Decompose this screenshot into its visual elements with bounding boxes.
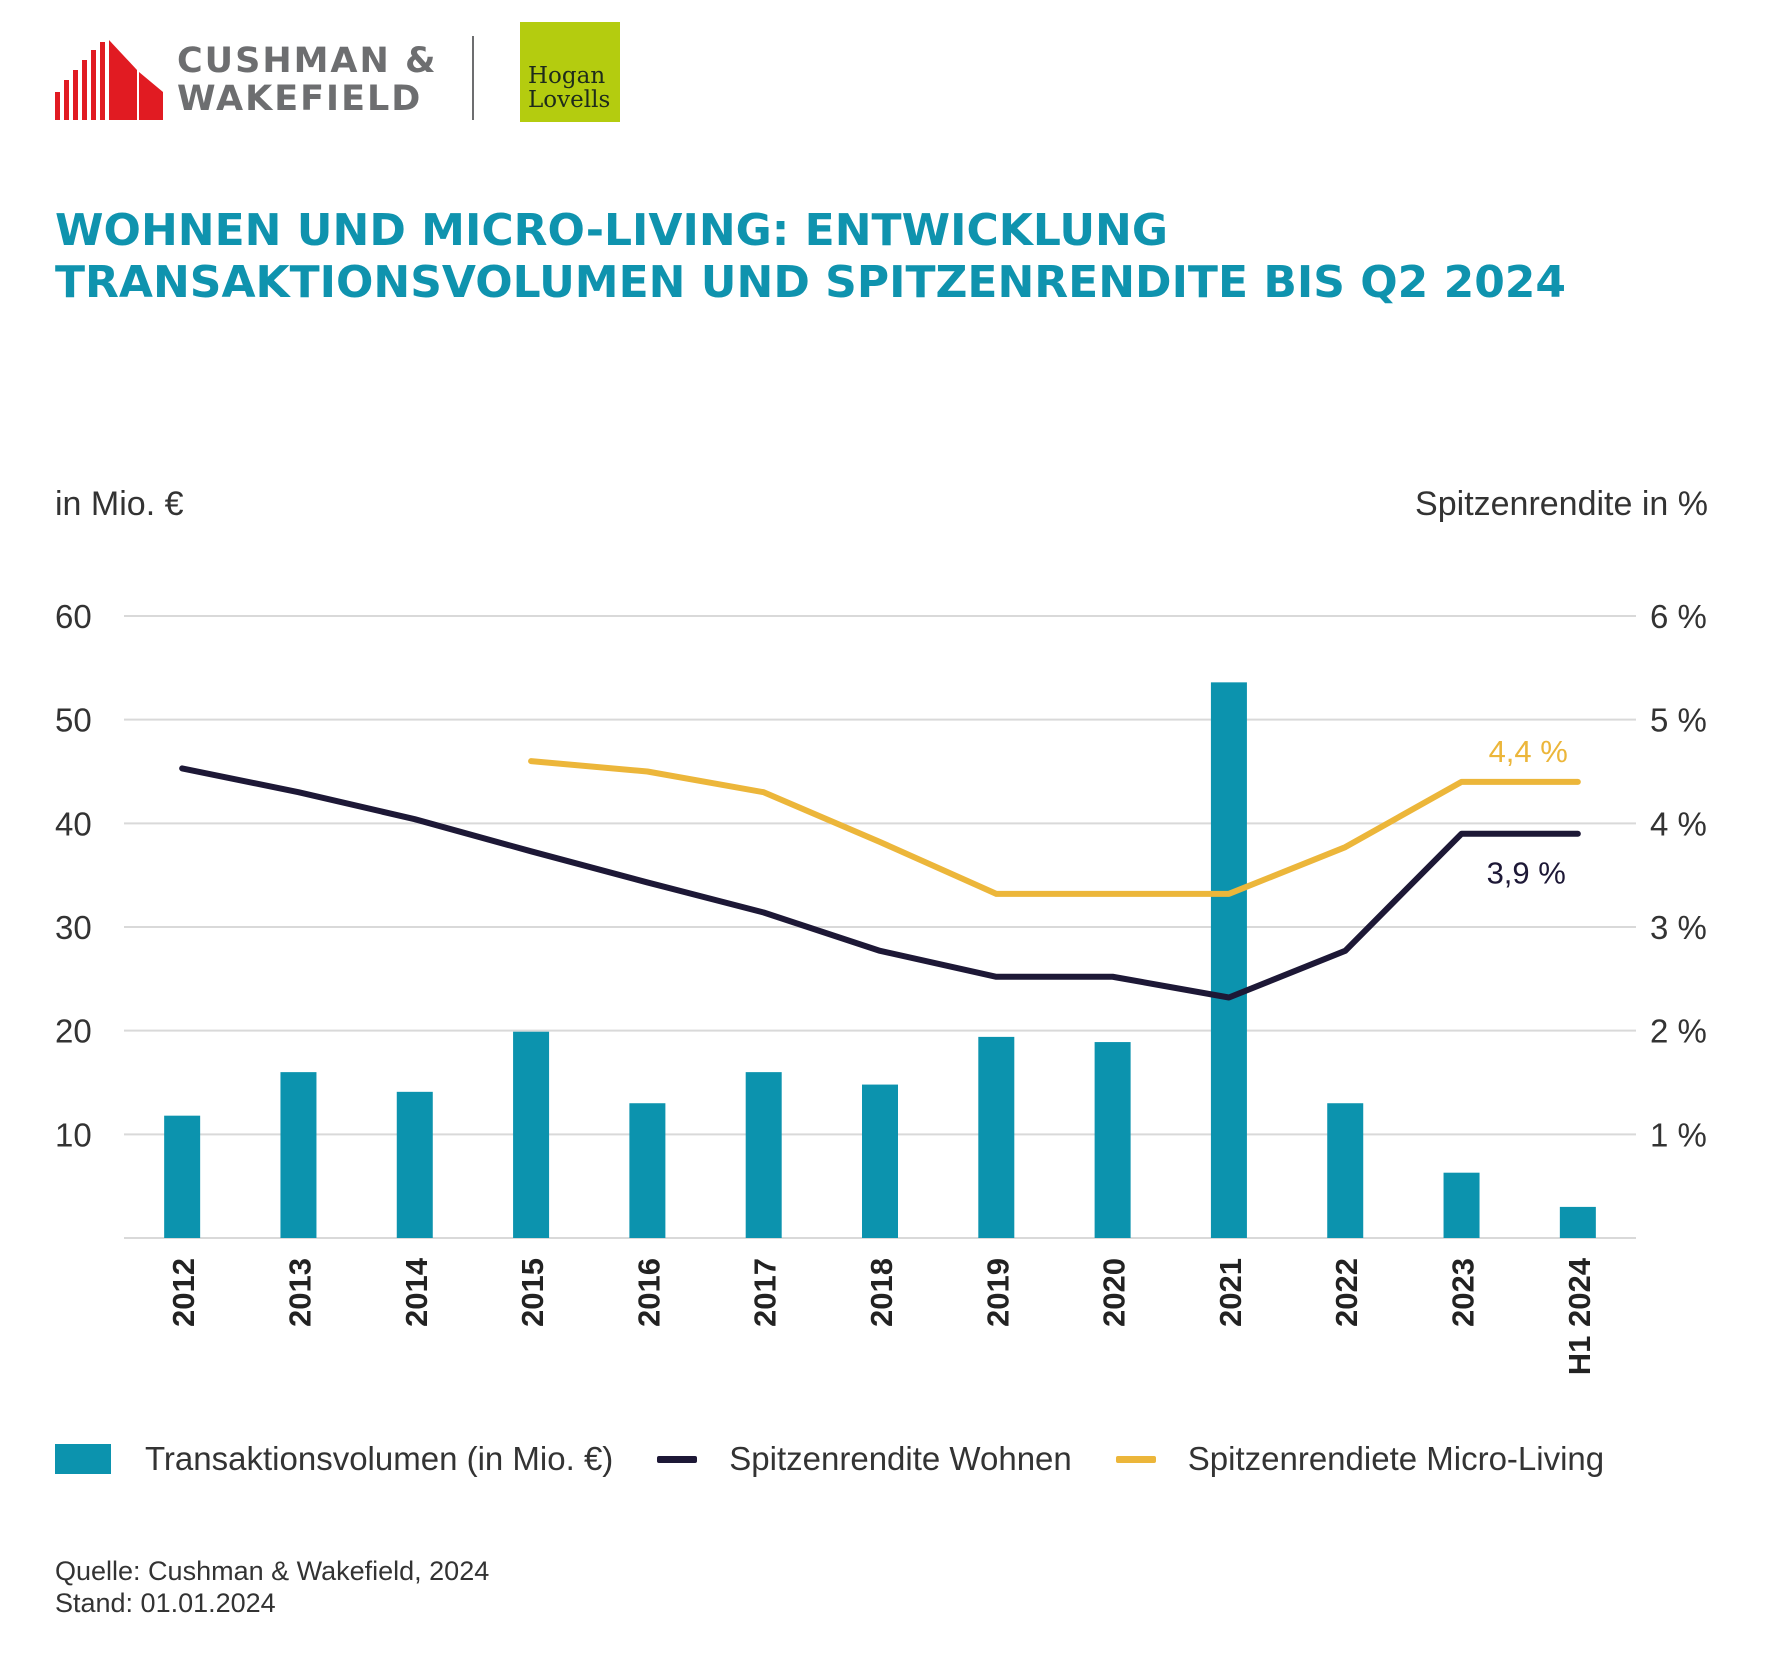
cushman-logo-line2: WAKEFIELD [177,79,423,119]
bar [1210,682,1247,1238]
source-line: Quelle: Cushman & Wakefield, 2024 [55,1556,490,1586]
y-tick-left: 50 [55,702,92,739]
y-tick-right: 2 % [1650,1013,1707,1050]
bar [1094,1042,1131,1238]
y-tick-right: 3 % [1650,909,1707,946]
legend-swatch-volume [55,1444,111,1474]
x-tick-label: 2013 [282,1258,317,1327]
y-tick-right: 4 % [1650,805,1707,842]
hogan-logo-line2: Lovells [528,87,611,113]
cushman-wakefield-logo: CUSHMAN & WAKEFIELD [55,40,438,120]
cushman-logo-line1: CUSHMAN & [177,41,438,81]
legend-item-volume: Transaktionsvolumen (in Mio. €) [55,1440,613,1478]
y-tick-left: 20 [55,1013,92,1050]
x-tick-label: 2012 [166,1258,201,1327]
bar [1559,1206,1596,1238]
x-tick-label: 2019 [980,1258,1015,1327]
y-tick-right: 5 % [1650,702,1707,739]
y-tick-left: 30 [55,909,92,946]
legend: Transaktionsvolumen (in Mio. €) Spitzenr… [55,1440,1648,1478]
x-tick-label: 2020 [1097,1258,1132,1327]
y-tick-right: 6 % [1650,598,1707,635]
bar [396,1091,433,1238]
bar [862,1084,898,1238]
bar [629,1103,666,1238]
bar [745,1072,782,1238]
chart-title-line2: TRANSAKTIONSVOLUMEN UND SPITZENRENDITE B… [55,257,1567,308]
bar [1327,1103,1364,1238]
x-tick-label: 2014 [399,1257,434,1327]
data-label-micro: 4,4 % [1489,734,1568,769]
bar [1443,1172,1480,1238]
legend-swatch-wohnen [657,1455,698,1463]
legend-label-micro: Spitzenrendiete Micro-Living [1187,1440,1605,1477]
chart-title-line1: WOHNEN UND MICRO-LIVING: ENTWICKLUNG [55,205,1168,256]
hogan-logo-line1: Hogan [528,63,606,89]
legend-swatch-micro [1115,1455,1156,1463]
legend-label-volume: Transaktionsvolumen (in Mio. €) [145,1440,614,1477]
x-tick-label: 2021 [1213,1258,1248,1327]
data-label-wohnen: 3,9 % [1487,856,1566,891]
line-wohnen [179,765,1581,1001]
y-tick-left: 10 [55,1116,92,1153]
x-tick-label: H1 2024 [1562,1257,1597,1375]
y-axis-left-title: in Mio. € [55,485,184,523]
hogan-lovells-logo: Hogan Lovells [520,22,620,122]
line-micro-living [528,758,1581,897]
x-tick-label: 2022 [1329,1258,1364,1327]
bar [978,1036,1015,1238]
x-tick-label: 2018 [864,1258,899,1327]
x-tick-label: 2023 [1446,1258,1481,1327]
legend-item-wohnen: Spitzenrendite Wohnen [657,1440,1072,1478]
date-line: Stand: 01.01.2024 [55,1588,276,1618]
chart-title: WOHNEN UND MICRO-LIVING: ENTWICKLUNG TRA… [55,205,1755,309]
y-tick-left: 40 [55,805,92,842]
legend-label-wohnen: Spitzenrendite Wohnen [729,1440,1072,1477]
logo-divider [472,36,474,120]
source-note: Quelle: Cushman & Wakefield, 2024 Stand:… [55,1555,489,1619]
x-tick-label: 2016 [631,1258,666,1327]
y-tick-left: 60 [55,598,92,635]
x-tick-label: 2017 [748,1258,783,1327]
bar [164,1115,201,1238]
x-tick-label: 2015 [515,1258,550,1327]
bar [280,1072,317,1238]
y-axis-right-title: Spitzenrendite in % [1415,485,1708,523]
legend-item-micro: Spitzenrendiete Micro-Living [1115,1440,1605,1478]
bar [513,1031,550,1238]
cushman-wakefield-mark-icon [55,40,163,120]
y-tick-right: 1 % [1650,1116,1707,1153]
